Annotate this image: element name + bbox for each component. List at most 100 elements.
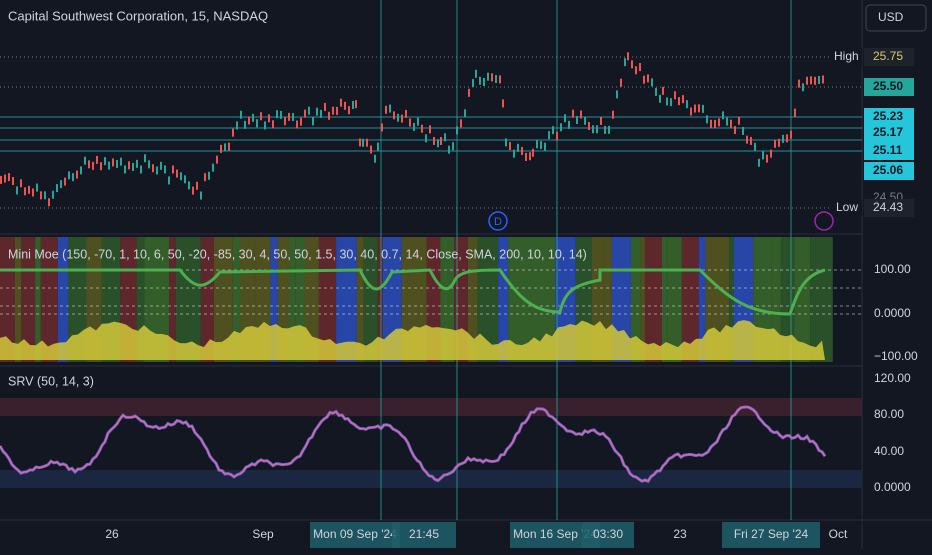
- candle: [140, 165, 142, 174]
- candle: [616, 90, 618, 99]
- candle: [814, 76, 816, 85]
- candle: [556, 131, 558, 140]
- candle: [460, 119, 462, 128]
- band: [592, 237, 604, 362]
- candle: [810, 76, 812, 85]
- high-box: [864, 48, 914, 66]
- tick-label: 0.0000: [874, 480, 911, 494]
- band: [477, 237, 499, 362]
- candle: [104, 157, 106, 166]
- band: [232, 237, 241, 362]
- candle: [456, 126, 458, 135]
- candle: [188, 181, 190, 190]
- candle: [204, 173, 206, 182]
- candle: [706, 115, 708, 124]
- candle: [216, 155, 218, 164]
- band: [810, 237, 833, 362]
- candle: [552, 126, 554, 135]
- candle: [738, 116, 740, 125]
- candle: [580, 110, 582, 119]
- last-price-box: [864, 78, 914, 96]
- candle: [682, 95, 684, 104]
- dividend-marker[interactable]: [488, 211, 508, 231]
- candle: [702, 104, 704, 113]
- candle: [746, 135, 748, 144]
- candle: [710, 119, 712, 128]
- candle: [802, 83, 804, 92]
- candle: [36, 183, 38, 192]
- cursor-label: Fri 27 Sep '24: [734, 527, 809, 541]
- candle: [300, 117, 302, 126]
- event-marker[interactable]: [814, 211, 834, 231]
- candle: [639, 63, 641, 72]
- candle: [433, 136, 435, 145]
- candle: [690, 107, 692, 116]
- candle: [698, 104, 700, 113]
- candle: [292, 113, 294, 122]
- cursor-box: [392, 522, 456, 548]
- candle: [52, 190, 54, 199]
- currency[interactable]: USD: [878, 10, 904, 24]
- level-price: 25.11: [873, 143, 903, 157]
- band: [0, 237, 15, 362]
- last-price: 25.50: [873, 79, 903, 93]
- candle: [596, 125, 598, 134]
- candle: [180, 172, 182, 181]
- candle: [4, 174, 6, 183]
- high-price: 25.75: [873, 49, 903, 63]
- candle: [627, 52, 629, 61]
- candle: [483, 77, 485, 86]
- candle: [572, 109, 574, 118]
- candle: [76, 170, 78, 179]
- candle: [381, 123, 383, 132]
- tick-label: 40.00: [874, 444, 904, 458]
- candle: [806, 76, 808, 85]
- candle: [24, 187, 26, 196]
- level-box: [864, 124, 914, 142]
- band: [780, 237, 789, 362]
- cursor-label: 03:30: [593, 527, 623, 541]
- symbol-title: Capital Southwest Corporation, 15, NASDA…: [8, 8, 268, 23]
- candle: [540, 141, 542, 150]
- cursor-label: 21:45: [409, 527, 439, 541]
- candle: [678, 97, 680, 106]
- band: [318, 237, 337, 362]
- dividend-marker-label[interactable]: D: [494, 216, 502, 228]
- candle: [409, 118, 411, 127]
- candle: [425, 134, 427, 143]
- candle: [448, 145, 450, 154]
- candle: [655, 87, 657, 96]
- low-price: 24.43: [873, 200, 903, 214]
- candle: [766, 154, 768, 163]
- histogram-area: [0, 320, 825, 360]
- candle: [475, 69, 477, 78]
- candle: [564, 114, 566, 123]
- candle: [600, 116, 602, 125]
- candle: [176, 169, 178, 178]
- currency-button[interactable]: [865, 4, 927, 32]
- candle: [770, 149, 772, 158]
- candle: [608, 125, 610, 134]
- level-price: 25.17: [873, 125, 903, 139]
- candle: [374, 154, 376, 163]
- band: [200, 237, 215, 362]
- band: [136, 237, 145, 362]
- cursor-box: [582, 522, 634, 548]
- candle: [200, 191, 202, 200]
- high-label: High: [834, 49, 859, 63]
- candle: [168, 176, 170, 185]
- candle: [499, 75, 501, 84]
- candle: [316, 107, 318, 116]
- time-axis: 26 Sep 23 Oct Mon 09 Sep '24 21:45 Mon 16 Sep …: [105, 522, 848, 548]
- candle: [44, 191, 46, 200]
- candle: [48, 198, 50, 207]
- band: [175, 237, 201, 362]
- candle: [495, 75, 497, 84]
- band: [771, 237, 781, 362]
- candle: [505, 138, 507, 147]
- candle: [440, 136, 442, 145]
- candle: [576, 115, 578, 124]
- candle: [479, 76, 481, 85]
- candle: [20, 179, 22, 188]
